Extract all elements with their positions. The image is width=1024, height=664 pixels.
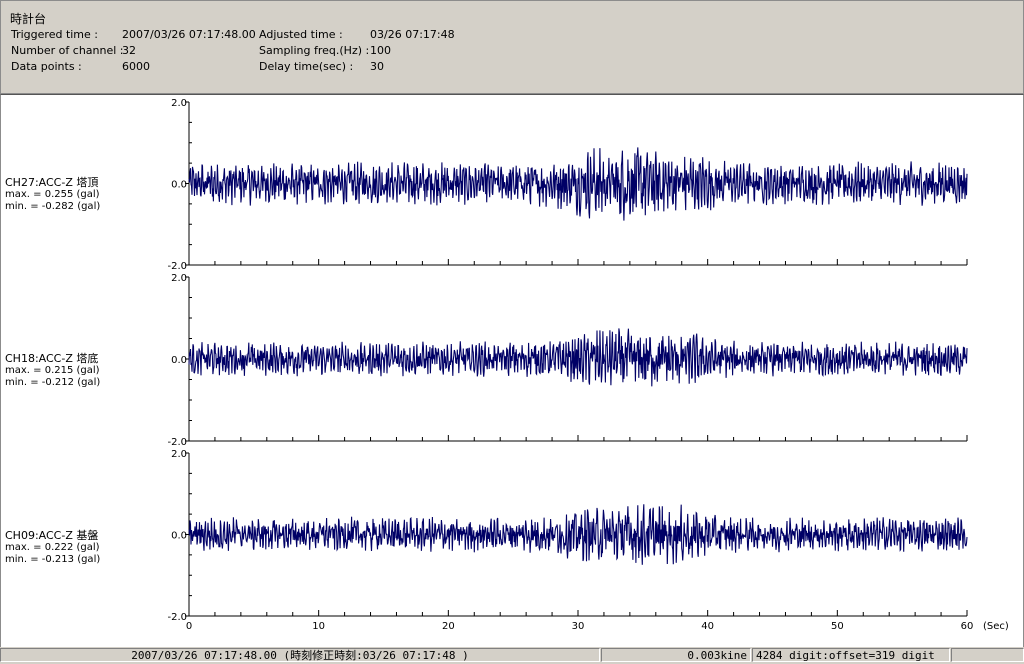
y-tick-label: 2.0 <box>171 98 187 109</box>
waveform-line <box>188 504 968 565</box>
waveform-line <box>188 147 968 221</box>
x-tick-label: 20 <box>442 621 455 632</box>
channel-label-2: CH18:ACC-Z 塔底 max. = 0.215 (gal) min. = … <box>5 353 100 389</box>
triggered-time-label: Triggered time : <box>11 28 98 41</box>
status-bar: 2007/03/26 07:17:48.00 (時刻修正時刻:03/26 07:… <box>0 647 1024 664</box>
status-time-panel: 2007/03/26 07:17:48.00 (時刻修正時刻:03/26 07:… <box>0 648 600 662</box>
channel-name: CH09:ACC-Z 基盤 <box>5 529 99 542</box>
delay-time-label: Delay time(sec) : <box>259 60 354 73</box>
channel-name: CH18:ACC-Z 塔底 <box>5 352 99 365</box>
channel-label-1: CH27:ACC-Z 塔頂 max. = 0.255 (gal) min. = … <box>5 177 100 213</box>
delay-time-value: 30 <box>370 60 384 73</box>
y-tick-label: 0.0 <box>171 355 187 366</box>
channel-min: min. = -0.212 (gal) <box>5 377 101 388</box>
adjusted-time-value: 03/26 07:17:48 <box>370 28 455 41</box>
x-tick-label: 60 <box>961 621 974 632</box>
y-tick-label: -2.0 <box>167 612 187 623</box>
x-tick-label: 10 <box>312 621 325 632</box>
channel-count-label: Number of channel : <box>11 44 124 57</box>
channel-min: min. = -0.213 (gal) <box>5 554 101 565</box>
data-points-value: 6000 <box>122 60 150 73</box>
station-title: 時計台 <box>10 12 47 26</box>
status-scale-panel: 0.003kine <box>601 648 751 662</box>
waveform-plot-area[interactable]: CH27:ACC-Z 塔頂 max. = 0.255 (gal) min. = … <box>0 94 1024 648</box>
channel-max: max. = 0.222 (gal) <box>5 542 100 553</box>
x-tick-label: 0 <box>186 621 192 632</box>
y-tick-label: 2.0 <box>171 273 187 284</box>
y-tick-label: 0.0 <box>171 180 187 191</box>
y-tick-label: -2.0 <box>167 261 187 272</box>
channel-name: CH27:ACC-Z 塔頂 <box>5 176 99 189</box>
y-tick-label: 0.0 <box>171 531 187 542</box>
x-axis-unit: (Sec) <box>983 621 1009 632</box>
status-digit-panel: 4284 digit:offset=319 digit <box>752 648 950 662</box>
waveform-line <box>188 328 968 387</box>
channel-label-3: CH09:ACC-Z 基盤 max. = 0.222 (gal) min. = … <box>5 530 100 566</box>
waveform-chart: 2.00.0-2.02.00.0-2.02.00.0-2.00 10 20 30 40 5… <box>167 98 1009 632</box>
x-tick-label: 50 <box>831 621 844 632</box>
adjusted-time-label: Adjusted time : <box>259 28 343 41</box>
x-tick-label: 30 <box>572 621 585 632</box>
y-tick-label: 2.0 <box>171 449 187 460</box>
channel-min: min. = -0.282 (gal) <box>5 201 101 212</box>
channel-count-value: 32 <box>122 44 136 57</box>
y-tick-label: -2.0 <box>167 437 187 448</box>
triggered-time-value: 2007/03/26 07:17:48.00 <box>122 28 256 41</box>
x-tick-label: 40 <box>701 621 714 632</box>
channel-max: max. = 0.255 (gal) <box>5 189 100 200</box>
record-info-panel: 時計台 Triggered time : 2007/03/26 07:17:48… <box>0 0 1024 94</box>
sampling-freq-value: 100 <box>370 44 391 57</box>
data-points-label: Data points : <box>11 60 82 73</box>
channel-max: max. = 0.215 (gal) <box>5 365 100 376</box>
sampling-freq-label: Sampling freq.(Hz) : <box>259 44 370 57</box>
status-empty-panel <box>951 648 1024 662</box>
